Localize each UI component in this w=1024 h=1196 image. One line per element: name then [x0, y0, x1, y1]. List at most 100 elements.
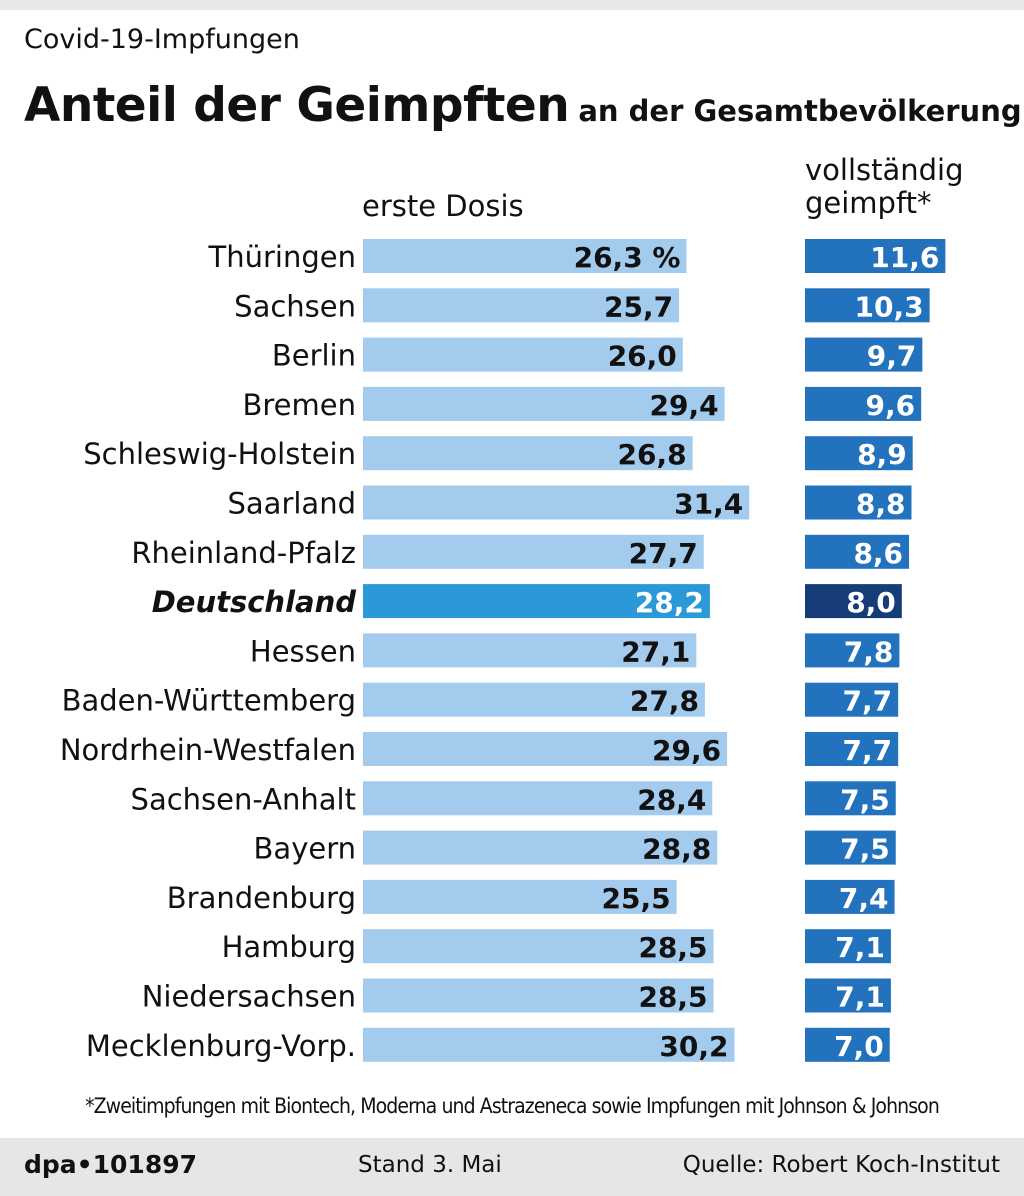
bar-first-dose-nordrhein-westfalen [363, 732, 728, 766]
footer-date: Stand 3. Mai [358, 1152, 502, 1178]
value-label-fully-vaccinated-bayern: 7,5 [840, 833, 890, 866]
bar-first-dose-sachsen [363, 288, 680, 323]
value-label-first-dose-sachsen: 25,7 [604, 290, 673, 323]
bar-fully-vaccinated-baden-wuerttemberg [805, 682, 899, 717]
category-label-mecklenburg-vorp: Mecklenburg-Vorp. [86, 1029, 356, 1063]
bar-first-dose-mecklenburg-vorp [363, 1027, 735, 1062]
bar-first-dose-bremen [363, 386, 725, 421]
category-label-deutschland: Deutschland [152, 585, 357, 619]
value-label-first-dose-deutschland: 28,2 [635, 586, 704, 619]
value-label-first-dose-rheinland-pfalz: 27,7 [629, 537, 698, 570]
value-label-fully-vaccinated-sachsen-anhalt: 7,5 [840, 783, 890, 816]
bar-fully-vaccinated-brandenburg [805, 879, 895, 914]
value-label-first-dose-baden-wuerttemberg: 27,8 [630, 685, 699, 718]
bar-fully-vaccinated-mecklenburg-vorp [805, 1027, 890, 1062]
category-label-hamburg: Hamburg [222, 930, 356, 964]
footer-brand: dpa•101897 [24, 1150, 198, 1179]
value-label-fully-vaccinated-brandenburg: 7,4 [839, 882, 889, 915]
bar-fully-vaccinated-sachsen [805, 288, 930, 323]
chart-title-main: Anteil der Geimpften [24, 78, 570, 133]
column-label-fully-line1: vollständig [805, 153, 964, 187]
category-label-hessen: Hessen [250, 634, 356, 668]
value-label-fully-vaccinated-nordrhein-westfalen: 7,7 [843, 734, 893, 767]
bar-first-dose-deutschland [363, 584, 710, 619]
value-label-first-dose-sachsen-anhalt: 28,4 [637, 783, 706, 816]
bar-first-dose-bayern [363, 830, 718, 865]
bar-fully-vaccinated-saarland [805, 485, 912, 520]
top-band [0, 0, 1024, 10]
bar-fully-vaccinated-schleswig-holstein [805, 436, 913, 471]
bar-fully-vaccinated-rheinland-pfalz [805, 534, 910, 569]
column-label-fully-vaccinated: vollständig geimpft* [805, 154, 964, 220]
value-label-first-dose-niedersachsen: 28,5 [638, 981, 707, 1014]
chart-title: Anteil der Geimpften an der Gesamtbevölk… [24, 78, 1022, 133]
value-label-first-dose-bayern: 28,8 [642, 833, 711, 866]
bar-first-dose-sachsen-anhalt [363, 781, 713, 816]
category-label-berlin: Berlin [272, 339, 356, 373]
bar-first-dose-brandenburg [363, 879, 677, 914]
bar-fully-vaccinated-nordrhein-westfalen [805, 732, 899, 766]
bar-first-dose-thueringen [363, 239, 687, 273]
bar-fully-vaccinated-berlin [805, 337, 923, 372]
value-label-fully-vaccinated-bremen: 9,6 [866, 389, 916, 422]
value-label-fully-vaccinated-rheinland-pfalz: 8,6 [853, 537, 903, 570]
value-label-first-dose-brandenburg: 25,5 [602, 882, 671, 915]
bar-fully-vaccinated-hamburg [805, 929, 891, 964]
value-label-fully-vaccinated-baden-wuerttemberg: 7,7 [843, 685, 893, 718]
value-label-first-dose-hamburg: 28,5 [638, 931, 707, 964]
value-label-fully-vaccinated-mecklenburg-vorp: 7,0 [834, 1030, 884, 1063]
category-label-schleswig-holstein: Schleswig-Holstein [83, 437, 356, 471]
category-label-baden-wuerttemberg: Baden-Württemberg [62, 684, 356, 718]
bar-fully-vaccinated-hessen [805, 633, 900, 668]
bar-first-dose-saarland [363, 485, 750, 520]
value-label-first-dose-thueringen: 26,3 % [574, 241, 681, 274]
chart-title-sub: an der Gesamtbevölkerung [578, 94, 1022, 128]
bar-first-dose-niedersachsen [363, 978, 714, 1013]
bar-first-dose-rheinland-pfalz [363, 534, 704, 569]
column-label-first-dose: erste Dosis [362, 189, 524, 223]
value-label-first-dose-nordrhein-westfalen: 29,6 [652, 734, 721, 767]
bar-first-dose-baden-wuerttemberg [363, 682, 705, 717]
bar-fully-vaccinated-bayern [805, 830, 896, 865]
bar-fully-vaccinated-bremen [805, 386, 922, 421]
value-label-fully-vaccinated-hessen: 7,8 [844, 635, 894, 668]
bar-fully-vaccinated-niedersachsen [805, 978, 891, 1013]
category-label-thueringen: Thüringen [208, 240, 356, 274]
footnote: *Zweitimpfungen mit Biontech, Moderna un… [85, 1094, 940, 1118]
value-label-fully-vaccinated-saarland: 8,8 [856, 488, 906, 521]
value-label-first-dose-mecklenburg-vorp: 30,2 [659, 1030, 728, 1063]
category-label-sachsen: Sachsen [234, 289, 356, 323]
value-label-first-dose-bremen: 29,4 [650, 389, 719, 422]
bar-fully-vaccinated-sachsen-anhalt [805, 781, 896, 816]
chart-subtitle: Covid-19-Impfungen [24, 24, 300, 55]
category-label-nordrhein-westfalen: Nordrhein-Westfalen [60, 733, 356, 767]
footer: dpa•101897 Stand 3. Mai Quelle: Robert K… [0, 1138, 1024, 1196]
value-label-fully-vaccinated-niedersachsen: 7,1 [835, 981, 885, 1014]
category-label-niedersachsen: Niedersachsen [142, 980, 356, 1014]
category-label-sachsen-anhalt: Sachsen-Anhalt [131, 782, 356, 816]
bar-first-dose-hessen [363, 633, 697, 668]
bar-fully-vaccinated-thueringen [805, 239, 946, 273]
category-label-bremen: Bremen [243, 388, 357, 422]
category-label-brandenburg: Brandenburg [167, 881, 356, 915]
category-label-rheinland-pfalz: Rheinland-Pfalz [131, 536, 356, 570]
value-label-fully-vaccinated-berlin: 9,7 [867, 340, 917, 373]
value-label-first-dose-berlin: 26,0 [608, 340, 677, 373]
footer-source: Quelle: Robert Koch-Institut [682, 1152, 1000, 1178]
category-label-bayern: Bayern [254, 832, 356, 866]
category-label-saarland: Saarland [228, 487, 357, 521]
value-label-fully-vaccinated-schleswig-holstein: 8,9 [857, 438, 907, 471]
value-label-fully-vaccinated-thueringen: 11,6 [870, 241, 939, 274]
value-label-first-dose-schleswig-holstein: 26,8 [618, 438, 687, 471]
column-label-fully-line2: geimpft* [805, 186, 932, 220]
bar-first-dose-schleswig-holstein [363, 436, 693, 471]
value-label-fully-vaccinated-sachsen: 10,3 [855, 290, 924, 323]
value-label-fully-vaccinated-hamburg: 7,1 [835, 931, 885, 964]
bar-first-dose-hamburg [363, 929, 714, 964]
value-label-first-dose-saarland: 31,4 [674, 488, 743, 521]
bar-fully-vaccinated-deutschland [805, 584, 902, 619]
value-label-fully-vaccinated-deutschland: 8,0 [846, 586, 896, 619]
bar-first-dose-berlin [363, 337, 683, 372]
value-label-first-dose-hessen: 27,1 [621, 635, 690, 668]
